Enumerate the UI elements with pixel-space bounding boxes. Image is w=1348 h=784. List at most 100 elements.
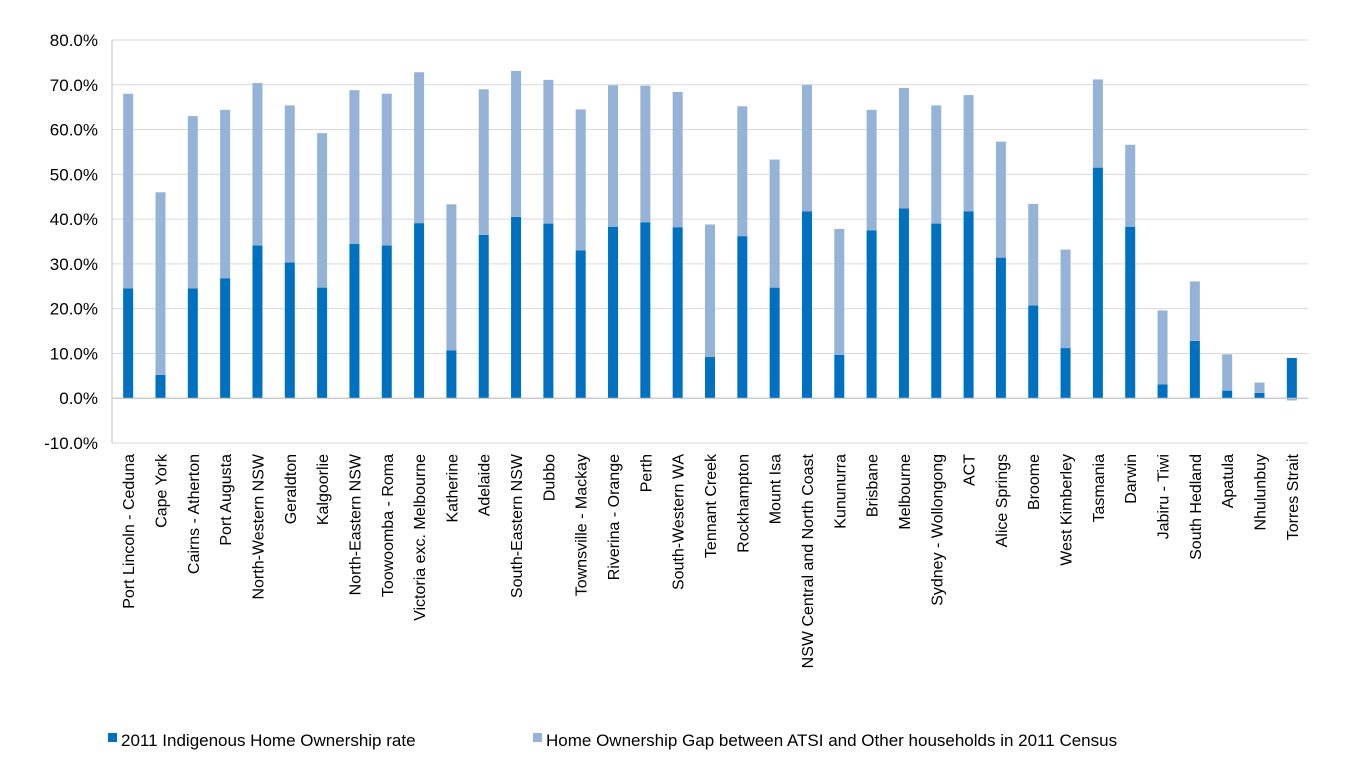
x-tick-label: Sydney - Wollongong xyxy=(929,454,946,606)
bar-ownership-gap xyxy=(705,224,715,358)
x-tick-label: Torres Strait xyxy=(1285,453,1302,540)
legend-label: Home Ownership Gap between ATSI and Othe… xyxy=(546,731,1117,750)
x-tick-label: Melbourne xyxy=(897,454,914,530)
bar-ownership-gap xyxy=(575,109,586,251)
y-tick-label: 80.0% xyxy=(50,31,98,50)
bar-ownership-rate xyxy=(834,354,845,399)
x-tick-label: South-Western WA xyxy=(671,454,688,590)
bar-ownership-gap xyxy=(1286,398,1297,401)
y-tick-label: 10.0% xyxy=(50,344,98,363)
x-tick-label: West Kimberley xyxy=(1059,454,1076,566)
bar-ownership-rate xyxy=(1125,226,1136,399)
x-tick-label: Apatula xyxy=(1220,454,1237,508)
x-tick-label: ACT xyxy=(962,454,979,486)
bar-ownership-rate xyxy=(963,211,974,399)
y-tick-label: 40.0% xyxy=(50,210,98,229)
bar-ownership-gap xyxy=(1092,79,1103,168)
legend-item: 2011 Indigenous Home Ownership rate xyxy=(108,731,416,750)
x-tick-label: Kalgoorlie xyxy=(315,454,332,525)
bar-ownership-gap xyxy=(801,84,812,212)
bar-ownership-rate xyxy=(1028,305,1039,399)
x-tick-label: Kununurra xyxy=(832,454,849,529)
bar-ownership-gap xyxy=(252,82,263,246)
y-tick-label: -10.0% xyxy=(44,434,98,453)
bar-ownership-gap xyxy=(1125,144,1136,227)
x-tick-label: Brisbane xyxy=(865,454,882,517)
x-tick-label: Tennant Creek xyxy=(703,453,720,558)
x-tick-label: Toowoomba - Roma xyxy=(380,454,397,597)
bar-ownership-rate xyxy=(769,287,780,399)
bar-ownership-rate xyxy=(414,223,425,399)
x-tick-label: Perth xyxy=(638,454,655,492)
bar-ownership-gap xyxy=(414,72,425,224)
x-tick-label: Jabiru - Tiwi xyxy=(1156,454,1173,539)
bar-ownership-gap xyxy=(155,192,166,375)
bar-ownership-rate xyxy=(898,208,909,399)
bar-ownership-gap xyxy=(608,85,619,227)
x-tick-label: Broome xyxy=(1026,454,1043,510)
bar-ownership-gap xyxy=(1157,310,1168,385)
bar-ownership-rate xyxy=(317,287,328,399)
x-tick-label: South-Eastern NSW xyxy=(509,453,526,598)
bar-ownership-gap xyxy=(737,106,748,237)
bar-ownership-rate xyxy=(801,211,812,399)
y-tick-label: 70.0% xyxy=(50,76,98,95)
bar-ownership-rate xyxy=(1157,384,1168,399)
bar-ownership-gap xyxy=(834,228,845,355)
y-tick-label: 60.0% xyxy=(50,121,98,140)
bar-ownership-gap xyxy=(511,70,522,217)
bar-ownership-rate xyxy=(575,250,586,399)
bar-ownership-rate xyxy=(640,222,651,399)
y-tick-label: 0.0% xyxy=(59,389,98,408)
bar-ownership-rate xyxy=(155,374,166,399)
bars xyxy=(123,70,1297,401)
bar-ownership-rate xyxy=(1060,348,1071,399)
bar-ownership-gap xyxy=(123,93,134,289)
bar-ownership-gap xyxy=(543,79,554,224)
x-tick-label: Alice Springs xyxy=(994,454,1011,547)
bar-ownership-gap xyxy=(931,105,942,224)
bar-ownership-rate xyxy=(187,288,198,399)
y-axis-ticks: -10.0% 0.0% 10.0% 20.0% 30.0% 40.0% 50.0% 60.0%… xyxy=(44,31,98,453)
bar-ownership-rate xyxy=(446,350,457,399)
legend-swatch xyxy=(108,733,117,742)
x-tick-label: Townsville - Mackay xyxy=(574,454,591,596)
bar-ownership-rate xyxy=(608,226,619,399)
bar-ownership-rate xyxy=(349,243,360,399)
bar-ownership-rate xyxy=(931,223,942,399)
bar-ownership-gap xyxy=(1060,249,1071,349)
bar-ownership-rate xyxy=(1092,167,1103,399)
x-tick-label: NSW Central and North Coast xyxy=(800,453,817,668)
bar-ownership-gap xyxy=(963,95,974,212)
bar-ownership-rate xyxy=(511,216,522,399)
x-tick-label: Victoria exc. Melbourne xyxy=(412,454,429,621)
y-tick-label: 50.0% xyxy=(50,165,98,184)
y-tick-label: 20.0% xyxy=(50,300,98,319)
bar-ownership-gap xyxy=(640,85,651,223)
x-tick-label: Geraldton xyxy=(283,454,300,524)
x-tick-label: Darwin xyxy=(1123,454,1140,504)
x-tick-label: Cairns - Atherton xyxy=(186,454,203,574)
x-tick-label: Riverina - Orange xyxy=(606,454,623,580)
bar-ownership-rate xyxy=(252,245,263,399)
bar-ownership-gap xyxy=(284,105,295,263)
bar-ownership-gap xyxy=(1222,354,1233,391)
bar-ownership-rate xyxy=(284,262,295,399)
bar-ownership-gap xyxy=(866,109,877,231)
bar-ownership-gap xyxy=(1254,382,1265,393)
bar-ownership-gap xyxy=(1028,203,1039,306)
x-tick-label: North-Western NSW xyxy=(250,453,267,599)
bar-ownership-gap xyxy=(1189,281,1200,341)
bar-ownership-rate xyxy=(1254,392,1265,399)
bar-ownership-rate xyxy=(1286,357,1297,399)
bar-ownership-rate xyxy=(543,223,554,399)
bar-ownership-rate xyxy=(478,234,489,399)
x-tick-label: Cape York xyxy=(153,453,170,528)
bar-ownership-gap xyxy=(187,116,198,289)
bar-ownership-gap xyxy=(220,109,231,279)
x-tick-label: Port Lincoln - Ceduna xyxy=(121,454,138,609)
bar-ownership-gap xyxy=(478,89,489,235)
bar-ownership-rate xyxy=(1189,340,1200,399)
